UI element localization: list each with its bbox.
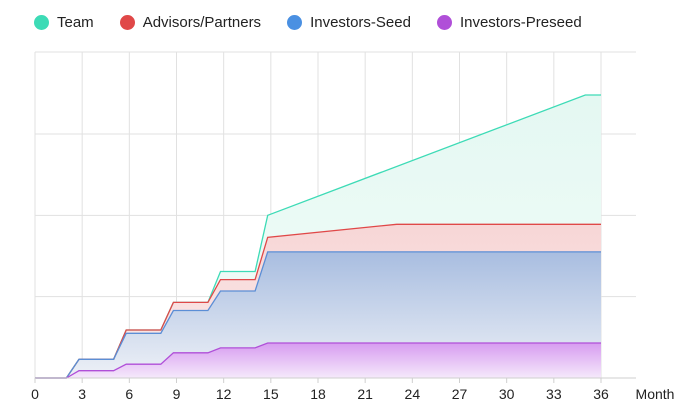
x-tick-label-6: 6: [125, 386, 133, 402]
legend-label-preseed: Investors-Preseed: [459, 14, 582, 31]
legend-dot-seed: [287, 15, 303, 30]
x-tick-label-30: 30: [499, 386, 515, 402]
legend-label-seed: Investors-Seed: [310, 14, 411, 31]
legend-label-advisors: Advisors/Partners: [142, 14, 262, 31]
legend-item-advisors[interactable]: Advisors/Partners: [119, 14, 262, 31]
area-investors-preseed: [35, 343, 601, 378]
x-tick-label-18: 18: [310, 386, 326, 402]
x-axis-title: Month: [636, 386, 675, 402]
legend: Team Advisors/Partners Investors-Seed In…: [34, 14, 608, 31]
legend-label-team: Team: [57, 14, 94, 31]
x-tick-label-15: 15: [263, 386, 279, 402]
x-tick-label-33: 33: [546, 386, 562, 402]
x-tick-label-27: 27: [452, 386, 468, 402]
legend-dot-advisors: [119, 15, 135, 30]
x-tick-label-0: 0: [31, 386, 39, 402]
x-tick-label-12: 12: [216, 386, 232, 402]
x-tick-label-21: 21: [357, 386, 373, 402]
x-axis: 0 3 6 9 12 15 18 21 24 27 30 33 36 Month: [31, 377, 675, 402]
x-tick-label-3: 3: [78, 386, 86, 402]
line-layer: [35, 94, 601, 379]
legend-item-preseed[interactable]: Investors-Preseed: [436, 14, 582, 31]
legend-item-team[interactable]: Team: [34, 14, 94, 31]
x-tick-label-9: 9: [173, 386, 181, 402]
x-tick-label-24: 24: [405, 386, 421, 402]
legend-item-seed[interactable]: Investors-Seed: [287, 14, 411, 31]
legend-dot-team: [34, 15, 49, 30]
area-layer: [35, 95, 601, 378]
x-tick-label-36: 36: [593, 386, 609, 402]
legend-dot-preseed: [436, 15, 452, 30]
line-investors-seed: [35, 251, 601, 379]
line-investors-preseed: [35, 342, 601, 379]
